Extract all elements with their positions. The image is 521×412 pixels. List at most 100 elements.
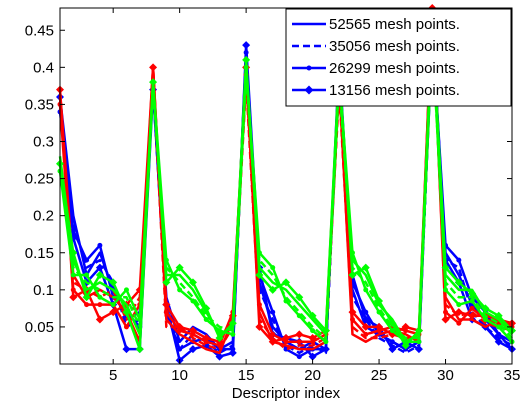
- data-point: [228, 348, 237, 357]
- data-point: [122, 308, 131, 317]
- data-point: [282, 334, 290, 343]
- data-point: [270, 331, 276, 337]
- data-point: [162, 300, 171, 309]
- data-point: [270, 265, 276, 271]
- legend-entry: 26299 mesh points.: [292, 60, 460, 77]
- data-point: [308, 311, 317, 320]
- data-point: [202, 334, 211, 343]
- data-point: [441, 263, 450, 272]
- legend-label: 13156 mesh points.: [329, 82, 460, 99]
- y-tick-label: 0.2: [33, 208, 54, 225]
- data-point: [321, 345, 330, 354]
- data-point: [468, 311, 477, 320]
- data-point: [389, 328, 395, 334]
- data-point: [363, 287, 369, 293]
- legend-entry: 52565 mesh points.: [292, 16, 460, 33]
- y-tick-label: 0.15: [25, 245, 54, 262]
- data-point: [109, 308, 118, 317]
- data-point: [456, 320, 462, 326]
- data-point: [202, 304, 211, 313]
- y-tick-label: 0.25: [25, 171, 54, 188]
- data-point: [416, 339, 422, 345]
- y-tick-label: 0.1: [33, 282, 54, 299]
- data-point: [268, 285, 277, 294]
- data-point: [203, 317, 209, 322]
- data-point: [190, 298, 196, 304]
- data-point: [348, 271, 357, 279]
- x-tick-label: 15: [238, 367, 255, 384]
- data-point: [441, 315, 450, 324]
- data-point: [84, 272, 90, 278]
- data-point: [283, 298, 289, 304]
- data-point: [217, 328, 223, 334]
- data-point: [149, 63, 158, 72]
- data-point: [494, 337, 503, 346]
- data-point: [97, 302, 103, 308]
- data-point: [375, 296, 384, 305]
- data-point: [496, 324, 502, 330]
- data-point: [363, 331, 369, 337]
- x-tick-label: 5: [109, 367, 117, 384]
- data-point: [481, 304, 490, 313]
- legend-marker: [306, 65, 312, 71]
- data-point: [454, 308, 463, 317]
- data-point: [361, 322, 370, 331]
- data-point: [388, 319, 397, 328]
- plot-frame: [59, 7, 513, 365]
- x-tick-label: 30: [437, 367, 454, 384]
- data-point: [456, 257, 462, 263]
- data-point: [188, 345, 197, 354]
- data-point: [308, 334, 317, 343]
- data-point: [482, 317, 488, 322]
- data-point: [296, 339, 302, 345]
- data-point: [84, 257, 90, 263]
- x-tick-label: 10: [171, 367, 188, 384]
- data-point: [242, 41, 251, 50]
- data-point: [454, 278, 463, 287]
- y-tick-label: 0.45: [25, 22, 54, 39]
- data-point: [296, 354, 302, 360]
- data-point: [361, 315, 370, 324]
- y-tick-label: 0.05: [25, 319, 54, 336]
- data-point: [323, 339, 329, 345]
- data-point: [82, 293, 91, 302]
- data-point: [496, 331, 502, 337]
- data-point: [95, 315, 104, 324]
- data-point: [215, 352, 224, 361]
- data-point: [123, 287, 129, 293]
- data-point: [282, 278, 290, 287]
- x-tick-label: 25: [371, 367, 388, 384]
- data-point: [389, 339, 395, 345]
- data-point: [69, 293, 78, 302]
- legend-label: 35056 mesh points.: [329, 38, 460, 55]
- data-point: [310, 328, 316, 334]
- data-point: [361, 263, 370, 272]
- legend-label: 52565 mesh points.: [329, 16, 460, 33]
- y-tick-label: 0.4: [33, 59, 54, 76]
- data-point: [135, 345, 144, 354]
- data-point: [348, 308, 357, 317]
- y-tick-label: 0.3: [33, 134, 54, 151]
- data-point: [177, 287, 183, 293]
- data-point: [268, 337, 277, 346]
- data-point: [468, 289, 477, 298]
- x-axis-label: Descriptor index: [232, 385, 341, 402]
- data-point: [215, 334, 224, 343]
- data-point: [175, 263, 184, 272]
- data-point: [109, 278, 118, 287]
- data-point: [228, 319, 237, 328]
- data-point: [242, 55, 251, 64]
- data-point: [443, 287, 449, 293]
- data-point: [162, 278, 171, 287]
- legend-label: 26299 mesh points.: [329, 60, 460, 77]
- data-point: [188, 278, 197, 287]
- data-point: [295, 330, 304, 339]
- data-point: [494, 311, 503, 320]
- data-point: [95, 263, 104, 272]
- legend-marker: [304, 85, 314, 95]
- data-point: [349, 317, 355, 322]
- data-point: [308, 352, 317, 361]
- data-point: [69, 248, 78, 257]
- data-point: [97, 294, 103, 300]
- data-point: [469, 305, 475, 311]
